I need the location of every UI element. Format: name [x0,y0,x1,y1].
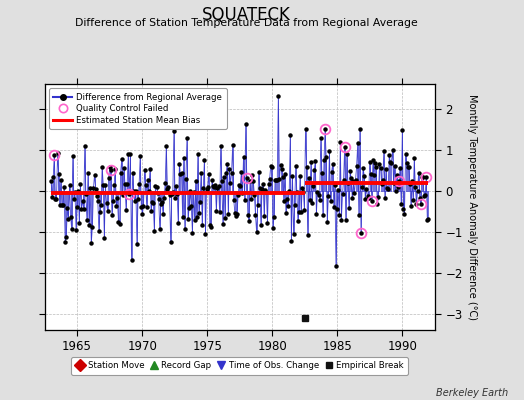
Text: Difference of Station Temperature Data from Regional Average: Difference of Station Temperature Data f… [75,18,418,28]
Legend: Station Move, Record Gap, Time of Obs. Change, Empirical Break: Station Move, Record Gap, Time of Obs. C… [71,357,408,375]
Text: Berkeley Earth: Berkeley Earth [436,388,508,398]
Y-axis label: Monthly Temperature Anomaly Difference (°C): Monthly Temperature Anomaly Difference (… [467,94,477,320]
Legend: Difference from Regional Average, Quality Control Failed, Estimated Station Mean: Difference from Regional Average, Qualit… [49,88,226,129]
Text: SQUATECK: SQUATECK [202,6,291,24]
